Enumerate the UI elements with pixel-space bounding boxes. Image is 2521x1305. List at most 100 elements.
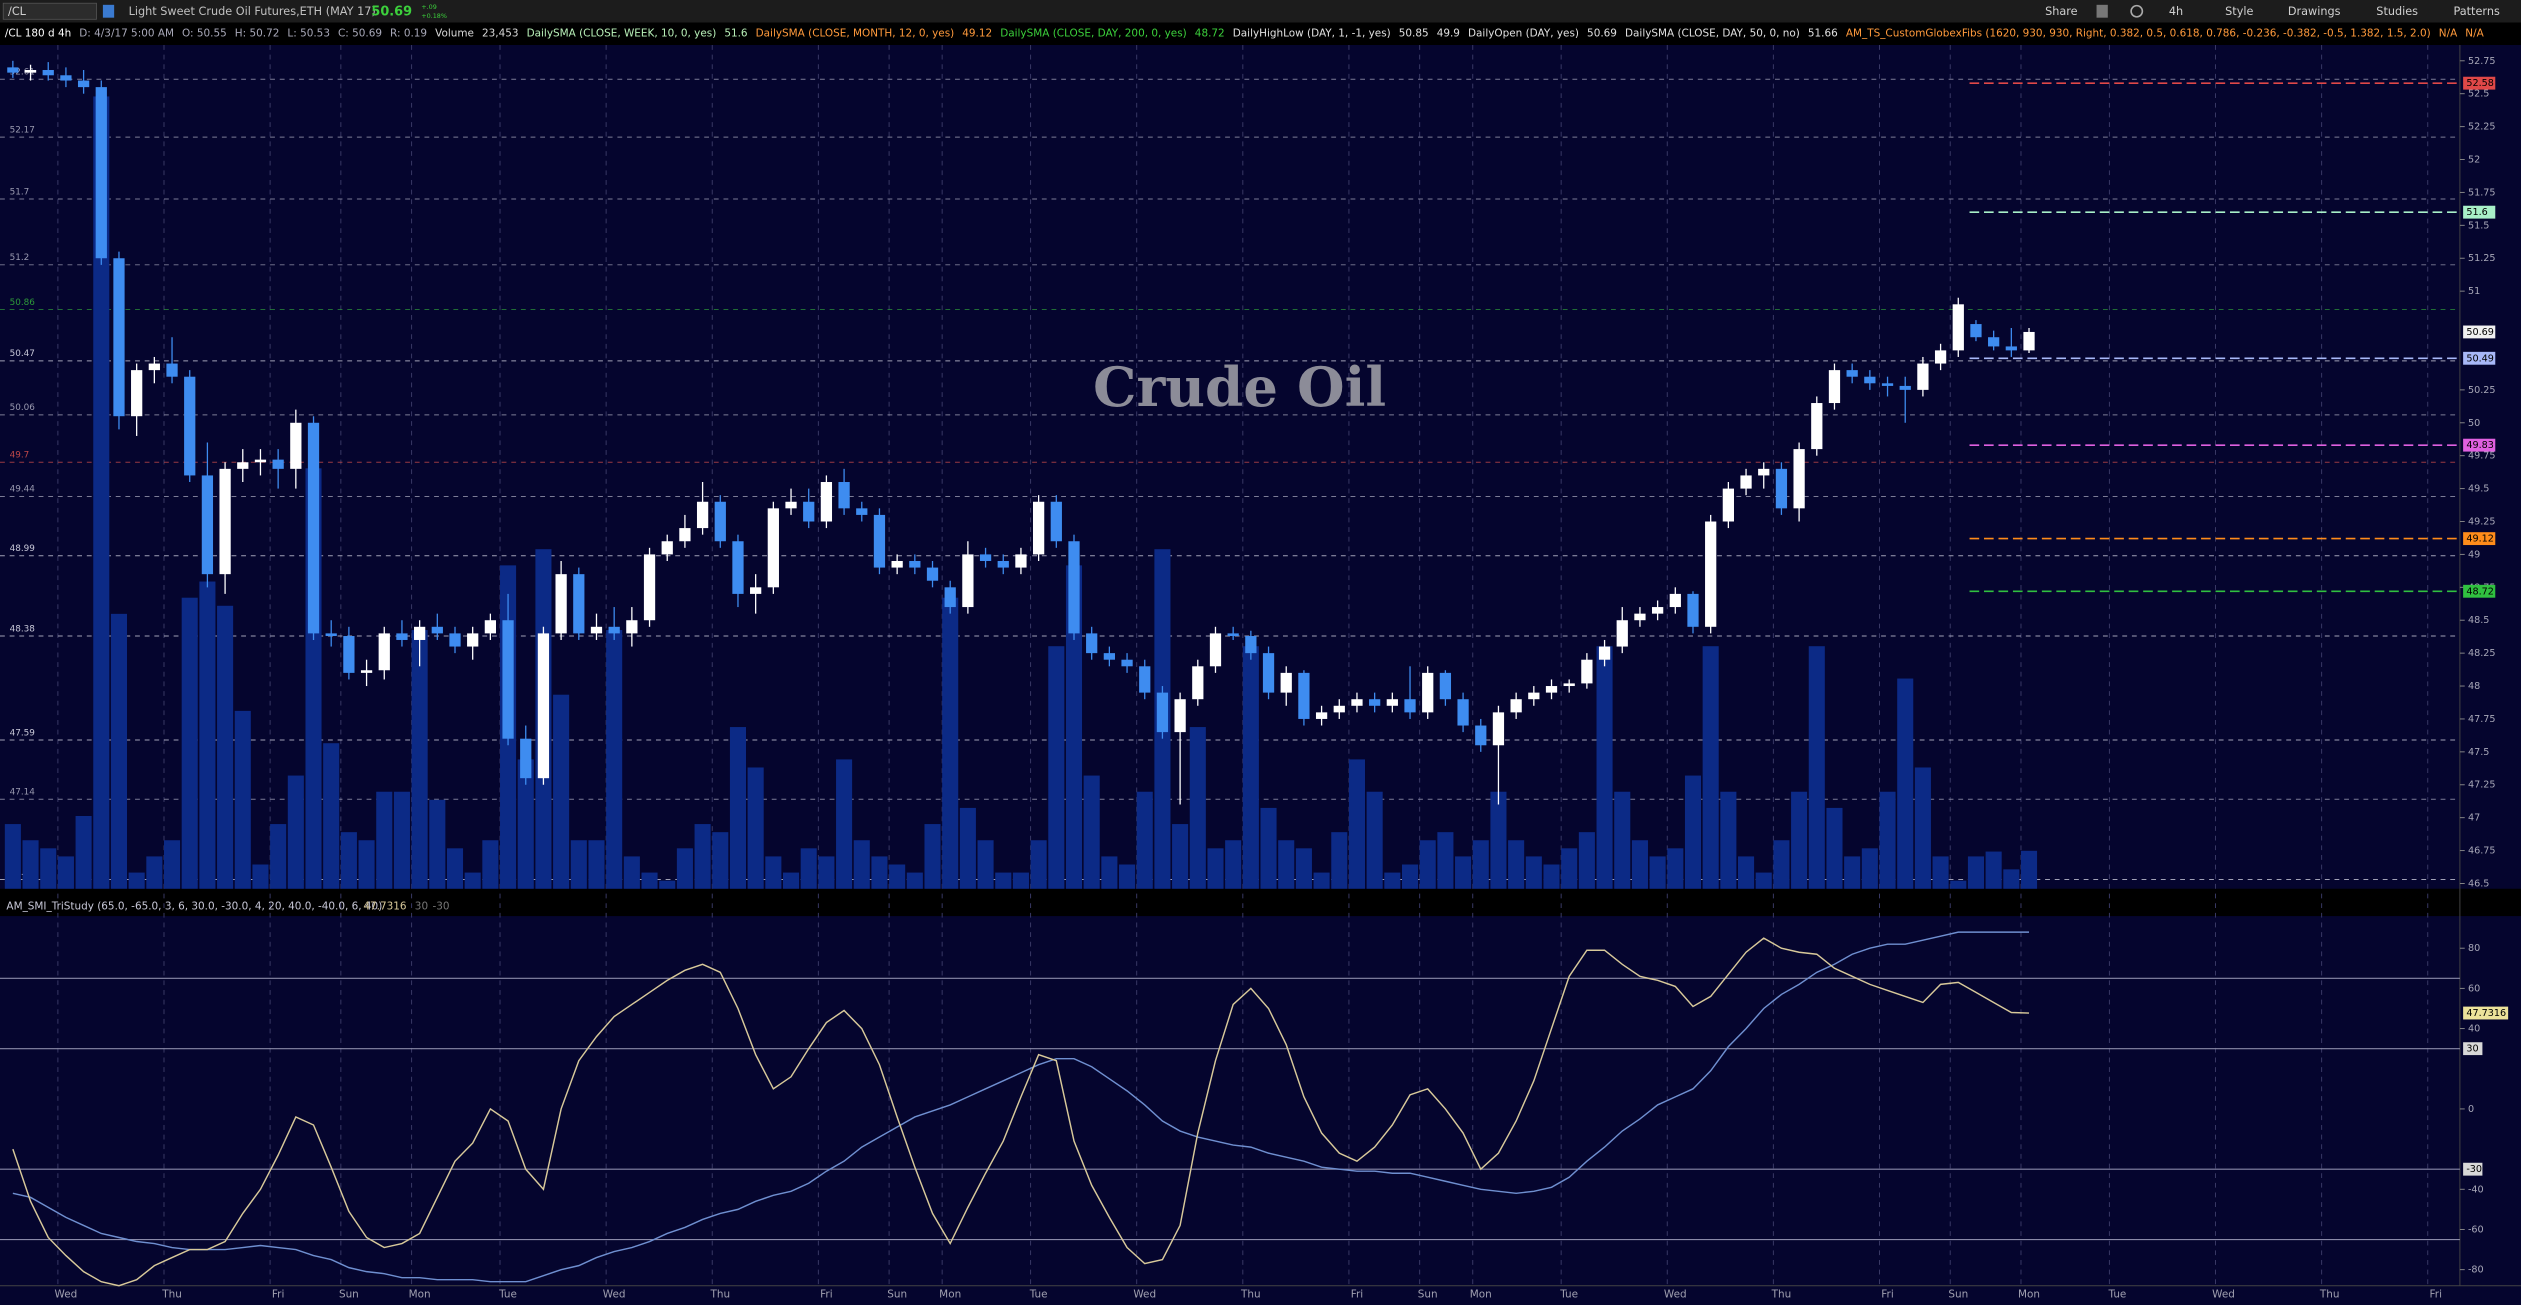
candle-body: [1050, 501, 1062, 542]
price-badge-label: 48.72: [2466, 586, 2494, 597]
y-tick-label: 51.5: [2468, 220, 2489, 231]
y-tick-label: 46.75: [2468, 846, 2496, 857]
candle-body: [219, 468, 231, 575]
volume-bar: [1614, 791, 1631, 889]
y-tick-label: 47.25: [2468, 780, 2496, 791]
legend-item: 49.9: [1437, 28, 1460, 40]
last-price-label: 50.69: [2466, 327, 2494, 338]
candle-body: [1705, 521, 1717, 627]
candle-body: [1793, 449, 1805, 509]
volume-bar: [1525, 856, 1542, 889]
x-tick-label: Tue: [1559, 1289, 1578, 1301]
candle-body: [1351, 699, 1363, 706]
candle-body: [767, 508, 779, 588]
candle-body: [1174, 699, 1186, 733]
candle-body: [360, 670, 373, 673]
volume-bar: [1631, 840, 1648, 889]
candle-body: [856, 508, 868, 515]
volume-bar: [818, 856, 835, 889]
x-tick-label: Sun: [1948, 1289, 1968, 1301]
volume-bar: [1490, 791, 1507, 889]
drawings-button[interactable]: Drawings: [2288, 5, 2341, 18]
candle-body: [608, 626, 620, 634]
study-value-badge-label: 47.7316: [2466, 1008, 2506, 1019]
level-label: 51.7: [10, 187, 30, 197]
volume-bar: [1083, 775, 1100, 889]
candle-body: [2023, 331, 2035, 351]
volume-bar: [252, 864, 269, 889]
style-button[interactable]: Style: [2225, 5, 2253, 18]
legend-item: 48.72: [1195, 28, 1225, 40]
timeframe-button[interactable]: 4h: [2169, 5, 2183, 18]
candle-body: [1192, 666, 1204, 700]
symbol-icon[interactable]: [102, 4, 115, 18]
x-tick-label: Mon: [2018, 1289, 2040, 1301]
price-badge-label: 49.83: [2466, 440, 2494, 451]
legend-item: N/A: [2465, 28, 2484, 40]
volume-bar: [1932, 856, 1949, 889]
share-button[interactable]: Share: [2045, 5, 2078, 18]
volume-bar: [1561, 848, 1578, 889]
legend-item: D: 4/3/17 5:00 AM: [79, 28, 174, 40]
volume-bar: [199, 581, 216, 889]
volume-bar: [606, 630, 623, 889]
legend-item: DailySMA (CLOSE, DAY, 200, 0, yes): [1000, 28, 1187, 40]
volume-bar: [1278, 840, 1295, 889]
y-tick-label: 50.25: [2468, 385, 2496, 396]
x-tick-label: Thu: [2319, 1289, 2340, 1301]
volume-bar: [1172, 824, 1189, 889]
volume-bar: [287, 775, 304, 889]
legend-item: DailyOpen (DAY, yes): [1468, 28, 1579, 40]
study-title: AM_SMI_TriStudy (65.0, -65.0, 3, 6, 30.0…: [6, 900, 382, 912]
candle-body: [1457, 699, 1469, 726]
volume-bar: [1967, 856, 1985, 889]
symbol[interactable]: /CL: [8, 5, 27, 18]
volume-bar: [2003, 869, 2020, 889]
candle-body: [1917, 363, 1929, 390]
candle-body: [1262, 653, 1275, 693]
volume-bar: [729, 727, 747, 889]
x-tick-label: Fri: [2430, 1289, 2442, 1301]
volume-bar: [588, 840, 605, 889]
volume-bar: [1119, 864, 1136, 889]
volume-bar: [676, 848, 693, 889]
x-tick-label: Mon: [1470, 1289, 1492, 1301]
candle-body: [1227, 633, 1239, 637]
candle-body: [909, 560, 921, 568]
price-badge: [2463, 438, 2496, 452]
x-tick-label: Fri: [1351, 1289, 1363, 1301]
candle-body: [873, 514, 886, 568]
candle-body: [1758, 468, 1770, 476]
candle-body: [944, 587, 956, 608]
y-tick-label: 48.25: [2468, 648, 2496, 659]
legend-item: DailySMA (CLOSE, DAY, 50, 0, no): [1625, 28, 1800, 40]
level-badge: [2463, 1042, 2483, 1056]
candle-body: [962, 554, 974, 608]
x-tick-label: Wed: [603, 1289, 626, 1301]
volume-bar: [889, 864, 906, 889]
studies-button[interactable]: Studies: [2376, 5, 2418, 18]
level-badge-label: -30: [2466, 1164, 2482, 1175]
volume-bar: [181, 597, 198, 889]
volume-bar: [641, 872, 658, 889]
level-label: 52.61: [10, 67, 35, 77]
symbol-box[interactable]: [2, 2, 97, 20]
volume-bar: [1048, 646, 1065, 889]
patterns-button[interactable]: Patterns: [2453, 5, 2499, 18]
candle-body: [7, 67, 19, 73]
settings-icon[interactable]: [2130, 4, 2144, 18]
candle-body: [42, 70, 54, 76]
study-param: -30: [432, 900, 449, 912]
candle-body: [520, 738, 532, 779]
candle-body: [891, 560, 903, 568]
volume-bar: [57, 856, 74, 889]
candle-body: [1404, 699, 1416, 713]
volume-bar: [765, 856, 782, 889]
candle-body: [113, 258, 125, 417]
flask-icon[interactable]: [2096, 4, 2108, 18]
candle-body: [131, 370, 143, 417]
y-tick-label: 48: [2468, 681, 2480, 692]
x-tick-label: Sun: [1418, 1289, 1438, 1301]
volume-bar: [2020, 850, 2038, 889]
study-header-bg: [0, 888, 2521, 917]
